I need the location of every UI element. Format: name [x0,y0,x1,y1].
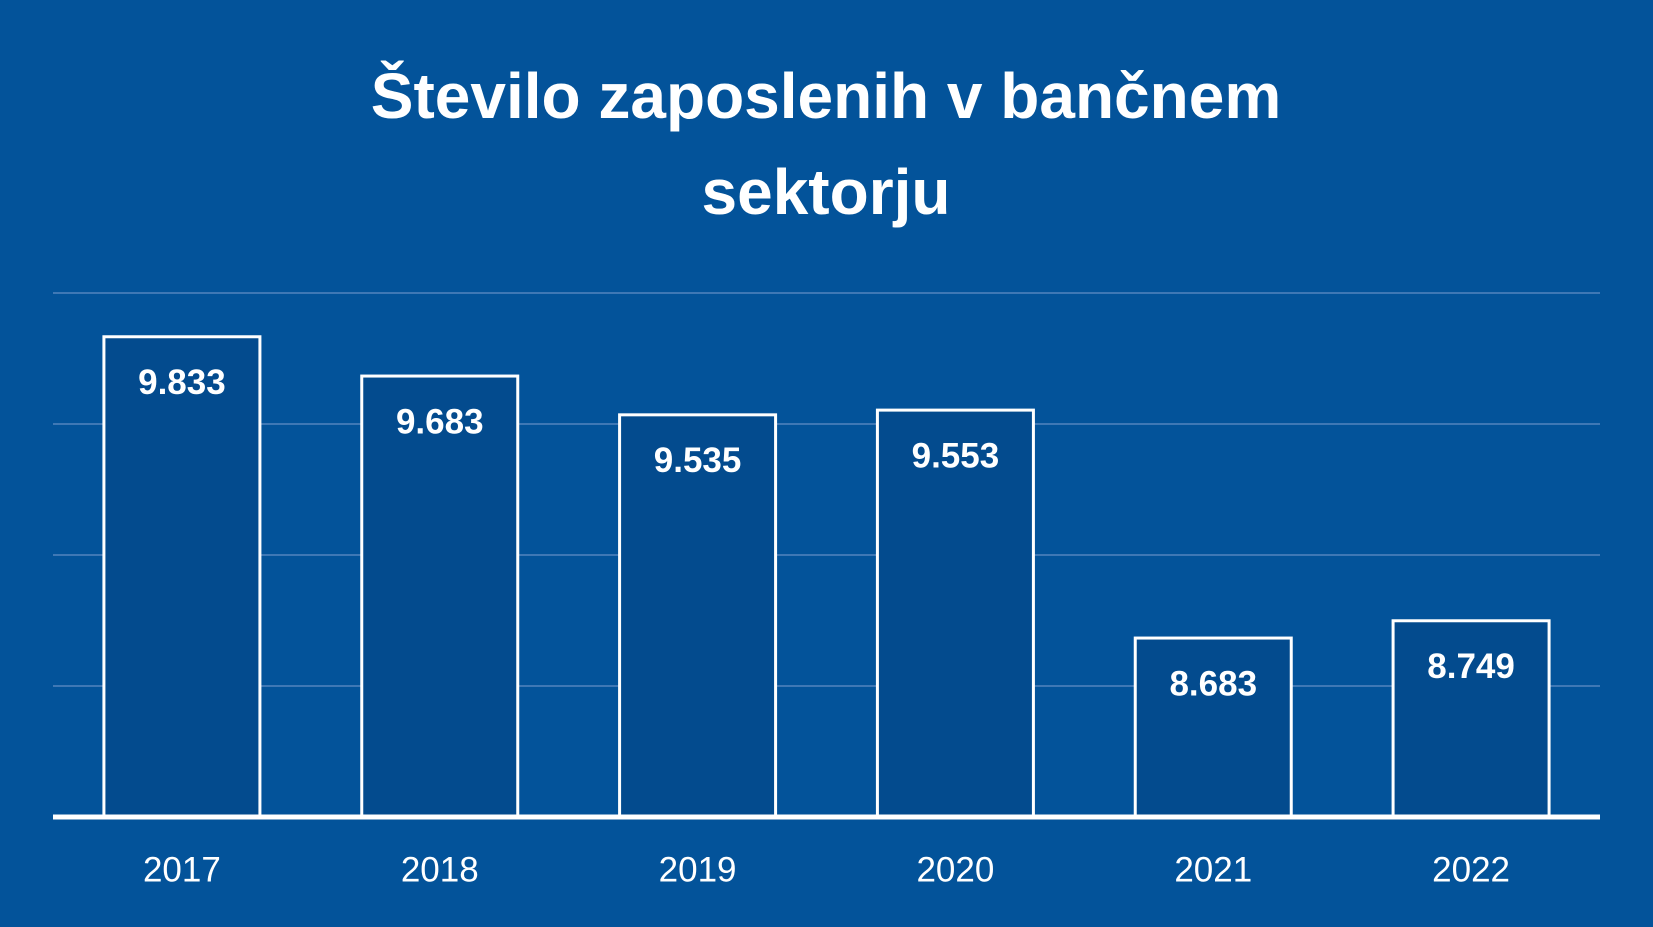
x-tick-label: 2018 [401,850,479,889]
x-tick-label: 2019 [659,850,737,889]
chart-title: Število zaposlenih v bančnem sektorju [370,60,1282,228]
value-label: 9.833 [138,363,226,402]
bar [102,335,262,819]
bar [1391,619,1551,819]
x-tick-label: 2017 [143,850,221,889]
bar [875,408,1035,819]
bar [360,374,520,819]
x-tick-label: 2021 [1174,850,1252,889]
x-tick-label: 2022 [1432,850,1510,889]
x-tick-label: 2020 [916,850,994,889]
value-label: 8.683 [1169,664,1257,703]
value-label: 9.553 [912,436,1000,475]
value-label: 9.535 [654,441,742,480]
value-label: 9.683 [396,402,484,441]
bar [618,413,778,819]
value-label: 8.749 [1427,647,1515,686]
